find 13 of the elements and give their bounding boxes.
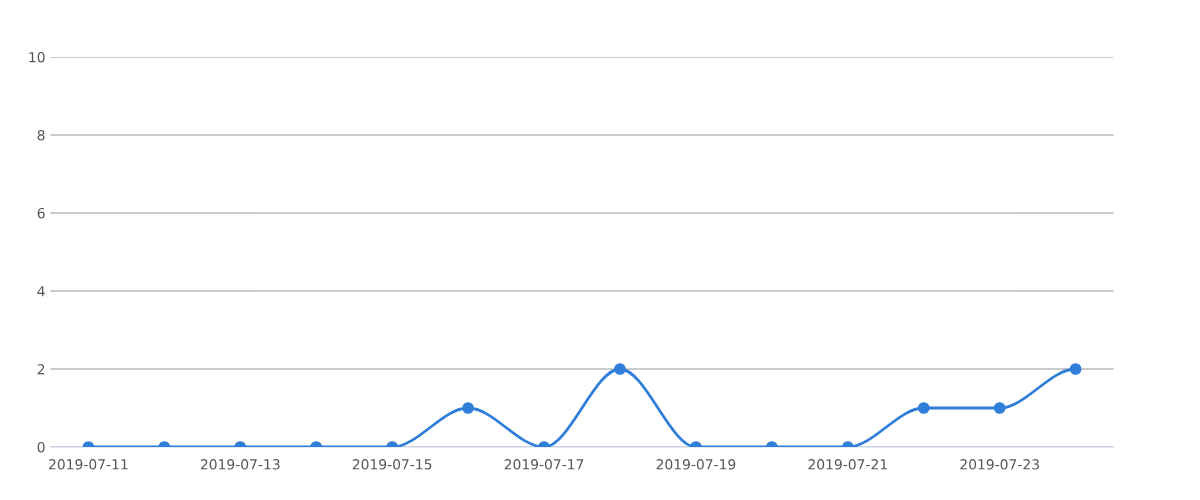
x-tick-label: 2019-07-21 [808, 459, 887, 470]
x-tick-label: 2019-07-11 [49, 459, 128, 470]
x-tick-label: 2019-07-13 [200, 459, 280, 470]
y-tick-label: 10 [29, 51, 45, 63]
x-tick-label: 2019-07-23 [960, 459, 1039, 470]
x-tick-label: 2019-07-15 [352, 459, 432, 470]
y-tick-label: 2 [37, 363, 45, 375]
y-tick-label: 6 [37, 207, 45, 219]
y-tick-label: 4 [37, 286, 45, 297]
y-tick-label: 0 [37, 441, 45, 453]
y-tick-label: 8 [37, 129, 45, 141]
x-tick-label: 2019-07-17 [504, 459, 584, 470]
x-tick-label: 2019-07-19 [656, 459, 736, 470]
